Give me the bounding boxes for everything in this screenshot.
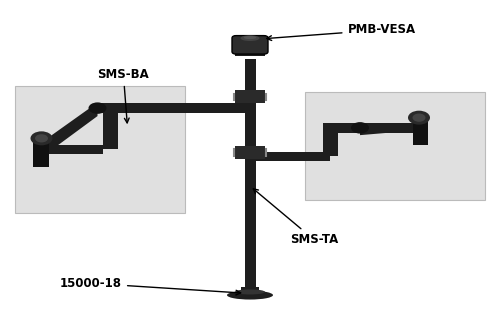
Bar [412, 121, 428, 145]
Bar [241, 287, 259, 295]
Bar [235, 146, 265, 159]
Bar [15, 86, 185, 213]
Text: PMB-VESA: PMB-VESA [267, 24, 416, 40]
Circle shape [408, 111, 430, 125]
Circle shape [351, 122, 369, 134]
FancyBboxPatch shape [232, 36, 268, 54]
Ellipse shape [240, 35, 260, 41]
Circle shape [30, 131, 52, 145]
Bar [32, 142, 48, 167]
Bar [322, 123, 412, 133]
Bar [256, 152, 330, 161]
Ellipse shape [227, 291, 273, 300]
Bar [235, 38, 265, 56]
Circle shape [35, 134, 48, 142]
Circle shape [412, 114, 426, 122]
Polygon shape [42, 103, 98, 151]
Bar [42, 145, 102, 154]
Polygon shape [360, 122, 419, 135]
Bar [100, 103, 244, 113]
Bar [305, 92, 485, 200]
Ellipse shape [235, 289, 265, 294]
Text: 15000-18: 15000-18 [60, 277, 240, 295]
Text: SMS-BA: SMS-BA [98, 68, 149, 123]
Bar [235, 90, 265, 103]
Circle shape [88, 102, 106, 114]
Bar [102, 108, 118, 149]
Bar [244, 59, 256, 291]
Text: SMS-TA: SMS-TA [254, 189, 338, 246]
Ellipse shape [244, 36, 256, 39]
Bar [322, 128, 338, 156]
